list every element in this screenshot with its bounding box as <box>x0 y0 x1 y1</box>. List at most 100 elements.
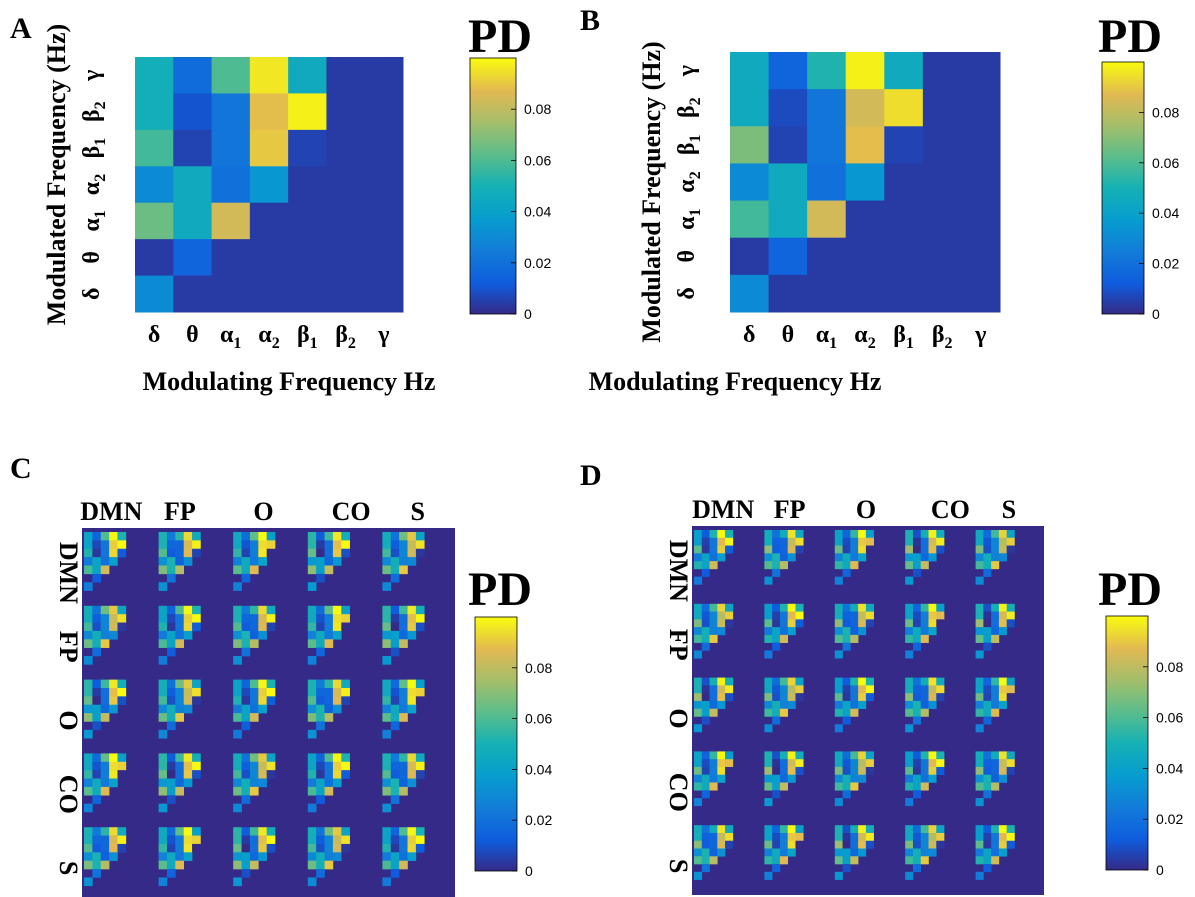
heatmap-cell <box>92 639 102 648</box>
heatmap-cell <box>905 782 914 791</box>
heatmap-cell <box>936 825 945 834</box>
heatmap-cell <box>390 622 400 632</box>
heatmap-cell <box>905 766 914 776</box>
heatmap-cell <box>694 848 703 857</box>
heatmap-cell <box>249 852 259 861</box>
heatmap-cell <box>779 685 789 694</box>
heatmap-cell <box>407 532 417 541</box>
heatmap-cell <box>905 685 914 694</box>
heatmap-cell <box>725 693 734 702</box>
heatmap-cell <box>717 627 726 636</box>
heatmap-cell <box>834 832 843 842</box>
heatmap-cell <box>694 766 703 776</box>
heatmap-cell <box>865 603 874 612</box>
heatmap-cell <box>912 766 922 776</box>
colorbar: 0 0.02 0.04 0.06 0.08 PD <box>1098 10 1179 322</box>
heatmap-cell <box>407 835 417 845</box>
heatmap-cell <box>166 532 176 541</box>
heatmap-cell <box>764 848 773 857</box>
heatmap-cell <box>991 619 1000 628</box>
colorbar: 0 0.02 0.04 0.06 0.08 PD <box>468 563 552 879</box>
heatmap-cell <box>912 790 922 799</box>
heatmap-cell <box>117 622 127 632</box>
heatmap-cell <box>764 782 773 791</box>
heatmap-cell <box>764 693 773 702</box>
heatmap-cell <box>175 679 185 689</box>
heatmap-cell <box>158 605 168 615</box>
heatmap-cell <box>725 603 734 612</box>
heatmap-cell <box>307 803 317 813</box>
heatmap-cell <box>407 827 417 836</box>
heatmap-cell <box>905 627 914 636</box>
heatmap-cell <box>787 766 796 776</box>
heatmap-cell <box>912 537 922 546</box>
network-label-left: O <box>54 710 83 730</box>
heatmap-cell <box>192 843 201 853</box>
heatmap-cell <box>701 627 710 636</box>
heatmap-cell <box>341 540 350 550</box>
heatmap-cell <box>912 553 922 562</box>
heatmap-cell <box>709 537 718 546</box>
y-tick-label: β2 <box>79 101 109 122</box>
heatmap-cell <box>109 827 118 836</box>
heatmap-cell <box>772 856 781 865</box>
heatmap-cell <box>772 782 781 791</box>
heatmap-cell <box>772 766 781 776</box>
heatmap-cell <box>834 871 843 880</box>
heatmap-cell <box>326 275 366 313</box>
heatmap-cell <box>730 52 770 90</box>
heatmap-cell <box>241 687 251 697</box>
heatmap-cell <box>920 766 929 776</box>
heatmap-cell <box>390 687 400 697</box>
heatmap-cell <box>991 530 1000 539</box>
heatmap-cell <box>173 93 213 131</box>
heatmap-cell <box>109 704 118 714</box>
heatmap-cell <box>842 634 851 643</box>
heatmap-cell <box>779 840 789 849</box>
heatmap-cell <box>382 786 392 796</box>
heatmap-cell <box>399 704 408 714</box>
heatmap-cell <box>233 761 242 771</box>
heatmap-cell <box>991 677 1000 686</box>
heatmap-cell <box>779 627 789 636</box>
heatmap-cell <box>858 685 867 694</box>
heatmap-cell <box>858 553 867 562</box>
heatmap-cell <box>936 537 945 546</box>
heatmap-cell <box>175 835 185 845</box>
heatmap-cell <box>764 774 773 783</box>
heatmap-cell <box>842 832 851 842</box>
heatmap-cell <box>912 619 922 628</box>
heatmap-cell <box>991 840 1000 849</box>
heatmap-cell <box>341 532 350 541</box>
heatmap-cell <box>84 852 93 861</box>
heatmap-cell <box>117 548 127 558</box>
heatmap-cell <box>100 639 110 648</box>
heatmap-cell <box>316 557 325 566</box>
heatmap-cell <box>249 275 289 313</box>
heatmap-cell <box>865 766 874 776</box>
heatmap-cell <box>858 693 867 702</box>
heatmap-cell <box>701 782 710 791</box>
heatmap-cell <box>905 798 914 807</box>
heatmap-cell <box>316 687 325 697</box>
heatmap-cell <box>158 557 168 566</box>
heatmap-cell <box>998 545 1007 554</box>
heatmap-cell <box>166 687 176 697</box>
heatmap-cell <box>717 825 726 834</box>
heatmap-cell <box>961 200 1001 239</box>
heatmap-cell <box>175 605 185 615</box>
colorbar: 0 0.02 0.04 0.06 0.08 PD <box>468 10 551 322</box>
heatmap-cell <box>249 770 259 779</box>
heatmap-cell <box>192 622 201 632</box>
heatmap-cell <box>1006 619 1015 628</box>
heatmap-cell <box>779 537 789 546</box>
heatmap-cell <box>858 530 867 539</box>
heatmap-cell <box>249 827 259 836</box>
heatmap-cell <box>1006 537 1015 546</box>
heatmap-cell <box>100 557 110 566</box>
heatmap-cell <box>1006 832 1015 842</box>
heatmap-cell <box>991 561 1000 570</box>
heatmap-cell <box>324 753 334 763</box>
heatmap-cell <box>787 530 796 539</box>
heatmap-cell <box>84 778 93 788</box>
